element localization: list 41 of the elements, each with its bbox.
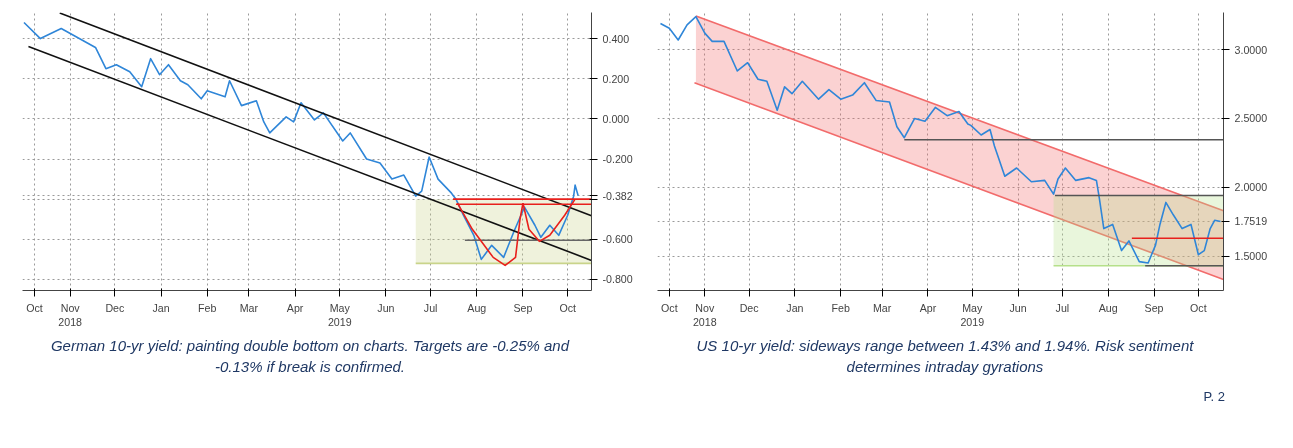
text: US 10-yr yield: sideways range between 1.43% and 1.94%. Risk sentiment determines intraday gyrations [695,336,1195,378]
x-tick-label: Apr [286,301,304,314]
y-tick-label: 1.7519 [1234,215,1268,228]
x-tick-label: Feb [198,301,217,314]
x-tick-label: Mar [239,301,259,314]
x-tick-label: Jul [1055,301,1070,314]
x-tick-label: Jun [377,301,395,314]
y-tick-label: -0.382 [602,189,633,202]
x-tick-label: Dec [739,301,760,314]
y-tick-label: 2.0000 [1234,181,1268,194]
x-tick-label: May 2019 [327,301,352,328]
x-tick-label: Sep [1144,301,1164,314]
x-tick-label: Oct [26,301,43,314]
x-tick-label: Feb [831,301,850,314]
x-tick-label: Aug [1098,301,1118,314]
y-tick-label: 2.5000 [1234,112,1268,125]
x-tick-label: May 2019 [960,301,985,328]
y-tick-label: 3.0000 [1234,43,1268,56]
x-tick-label: Jun [1009,301,1027,314]
x-tick-label: Mar [872,301,892,314]
x-tick-label: Jul [423,301,438,314]
y-tick-label: 0.000 [602,112,630,125]
x-tick-label: Oct [1190,301,1207,314]
y-tick-label: -0.600 [602,233,633,246]
x-tick-label: Dec [105,301,125,314]
x-tick-label: Aug [467,301,487,314]
x-tick-label: Sep [513,301,533,314]
y-tick-label: 0.400 [602,32,630,45]
y-tick-label: 0.200 [602,72,630,85]
x-tick-label: Oct [661,301,678,314]
x-tick-label: Apr [919,301,937,314]
text: German 10-yr yield: painting double bottom on charts. Targets are -0.25% and -0.13% if break is confirmed. [49,336,571,378]
x-tick-label: Oct [559,301,576,314]
y-tick-label: 1.5000 [1234,250,1268,263]
y-tick-label: -0.800 [602,273,633,286]
x-tick-label: Jan [786,301,804,314]
x-tick-label: Jan [152,301,170,314]
x-tick-label: Nov 2018 [58,301,83,328]
x-tick-label: Nov 2018 [692,301,717,328]
y-tick-label: -0.200 [602,153,633,166]
text: P. 2 [1203,387,1225,406]
